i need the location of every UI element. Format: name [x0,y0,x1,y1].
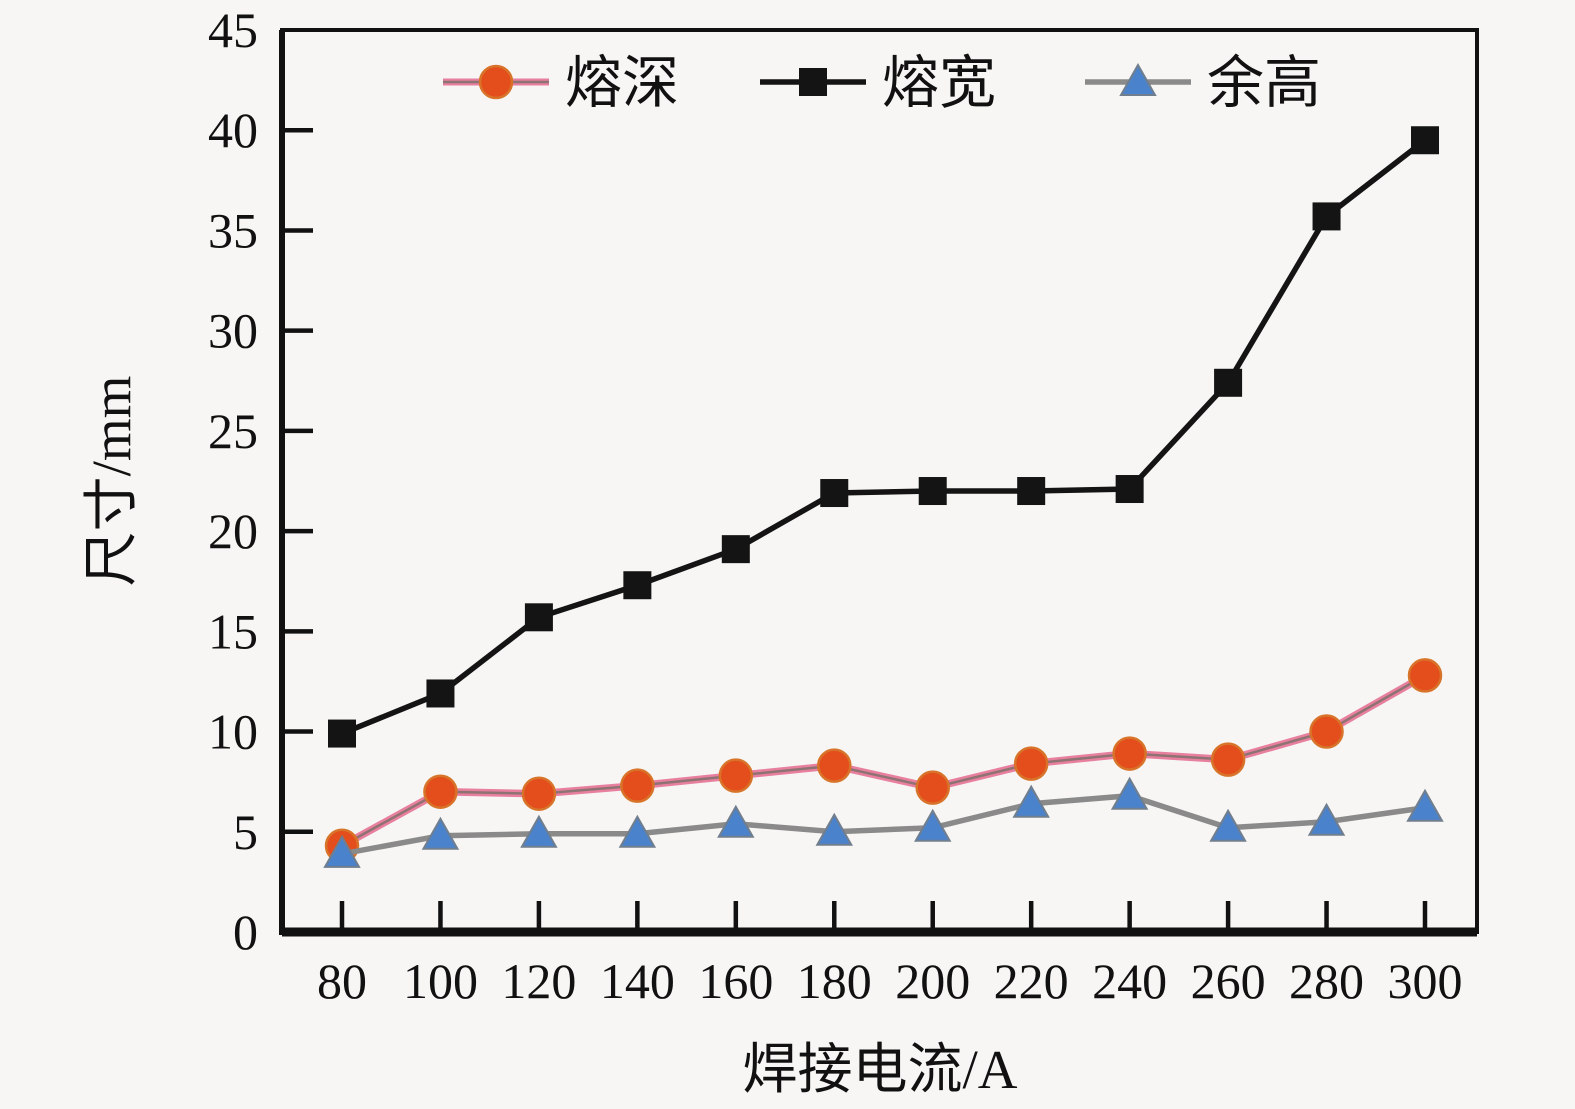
y-tick-label: 15 [208,603,258,659]
x-tick-label: 180 [797,953,872,1009]
series-line-halo-熔深 [340,672,1427,850]
series-marker-余高 [914,808,952,842]
x-tick-label: 80 [317,953,367,1009]
series-marker-熔深 [1210,742,1246,777]
series-熔深 [324,658,1443,864]
series-line-余高 [341,792,1426,857]
series-marker-熔宽 [1214,368,1243,397]
x-tick-label: 160 [698,953,773,1009]
series-marker-余高 [1406,788,1444,822]
series-marker-熔宽 [623,571,652,600]
series-marker-熔深 [620,768,655,803]
series-熔宽 [328,126,1439,748]
y-axis-title: 尺寸/mm [81,376,142,587]
plot-area: 0 5 10 15 20 25 30 35 40 45 80 100 120 140 160 180 200 22… [208,2,1479,1009]
series-marker-熔深 [915,770,950,805]
x-tick-label: 260 [1191,953,1266,1009]
plot-border [280,28,1479,934]
series-marker-熔深 [423,774,458,809]
series-marker-熔宽 [426,679,455,708]
x-tick-label: 100 [403,953,478,1009]
series-marker-熔宽 [328,719,356,748]
legend: 熔深 熔宽 余高 [443,52,1321,115]
series-marker-余高 [1119,62,1157,96]
x-axis-title: 焊接电流/A [742,1039,1017,1100]
series-marker-熔宽 [524,603,553,632]
series-marker-熔深 [1309,714,1344,749]
y-tick-label: 10 [208,704,258,760]
y-tick-label: 30 [208,303,258,359]
series-marker-熔宽 [1411,126,1439,155]
series-marker-熔深 [1112,736,1147,771]
series-marker-熔宽 [799,68,827,96]
y-tick-label: 5 [233,804,258,860]
x-tick-label: 220 [994,953,1069,1009]
series-marker-熔宽 [1312,202,1341,231]
x-tick-label: 140 [600,953,675,1009]
series-marker-熔深 [1013,746,1049,781]
x-tick-label: 200 [895,953,970,1009]
legend-item-熔深: 熔深 [443,52,679,115]
x-tick-label: 300 [1388,953,1463,1009]
series-marker-熔深 [478,64,514,100]
legend-label-余高: 余高 [1207,52,1321,115]
y-tick-label: 40 [208,102,258,158]
series-marker-余高 [1307,802,1346,836]
series-marker-余高 [618,814,657,848]
legend-item-熔宽: 熔宽 [760,52,996,115]
x-tick-label: 120 [501,953,576,1009]
series-marker-余高 [1110,776,1149,810]
legend-label-熔深: 熔深 [565,52,679,115]
y-tick-label: 45 [208,2,258,58]
series-marker-熔深 [1407,658,1443,693]
series-marker-余高 [717,804,755,838]
series-line-熔深 [341,674,1426,847]
y-tick-label: 0 [233,904,258,960]
series-marker-余高 [520,814,558,848]
y-tick-label: 25 [208,403,258,459]
series-marker-熔深 [718,758,754,793]
series-marker-熔深 [817,748,852,783]
series-marker-余高 [1209,808,1247,842]
y-tick-label: 35 [208,202,258,258]
series-marker-余高 [815,812,853,846]
series-marker-熔宽 [721,535,750,564]
legend-label-熔宽: 熔宽 [882,52,996,115]
y-tick-label: 20 [208,503,258,559]
x-tick-label: 240 [1092,953,1167,1009]
series-line-熔宽 [340,138,1427,737]
series-marker-熔宽 [1017,477,1046,506]
series-marker-余高 [323,834,361,868]
series-余高 [323,776,1444,868]
series-marker-余高 [1012,784,1050,818]
series-marker-余高 [421,816,460,850]
series-layer [323,126,1444,868]
series-marker-熔深 [521,776,557,811]
series-marker-熔宽 [918,477,947,506]
x-tick-label: 280 [1289,953,1364,1009]
series-marker-熔宽 [820,479,849,508]
series-marker-熔宽 [1115,475,1144,504]
legend-item-余高: 余高 [1085,52,1321,115]
